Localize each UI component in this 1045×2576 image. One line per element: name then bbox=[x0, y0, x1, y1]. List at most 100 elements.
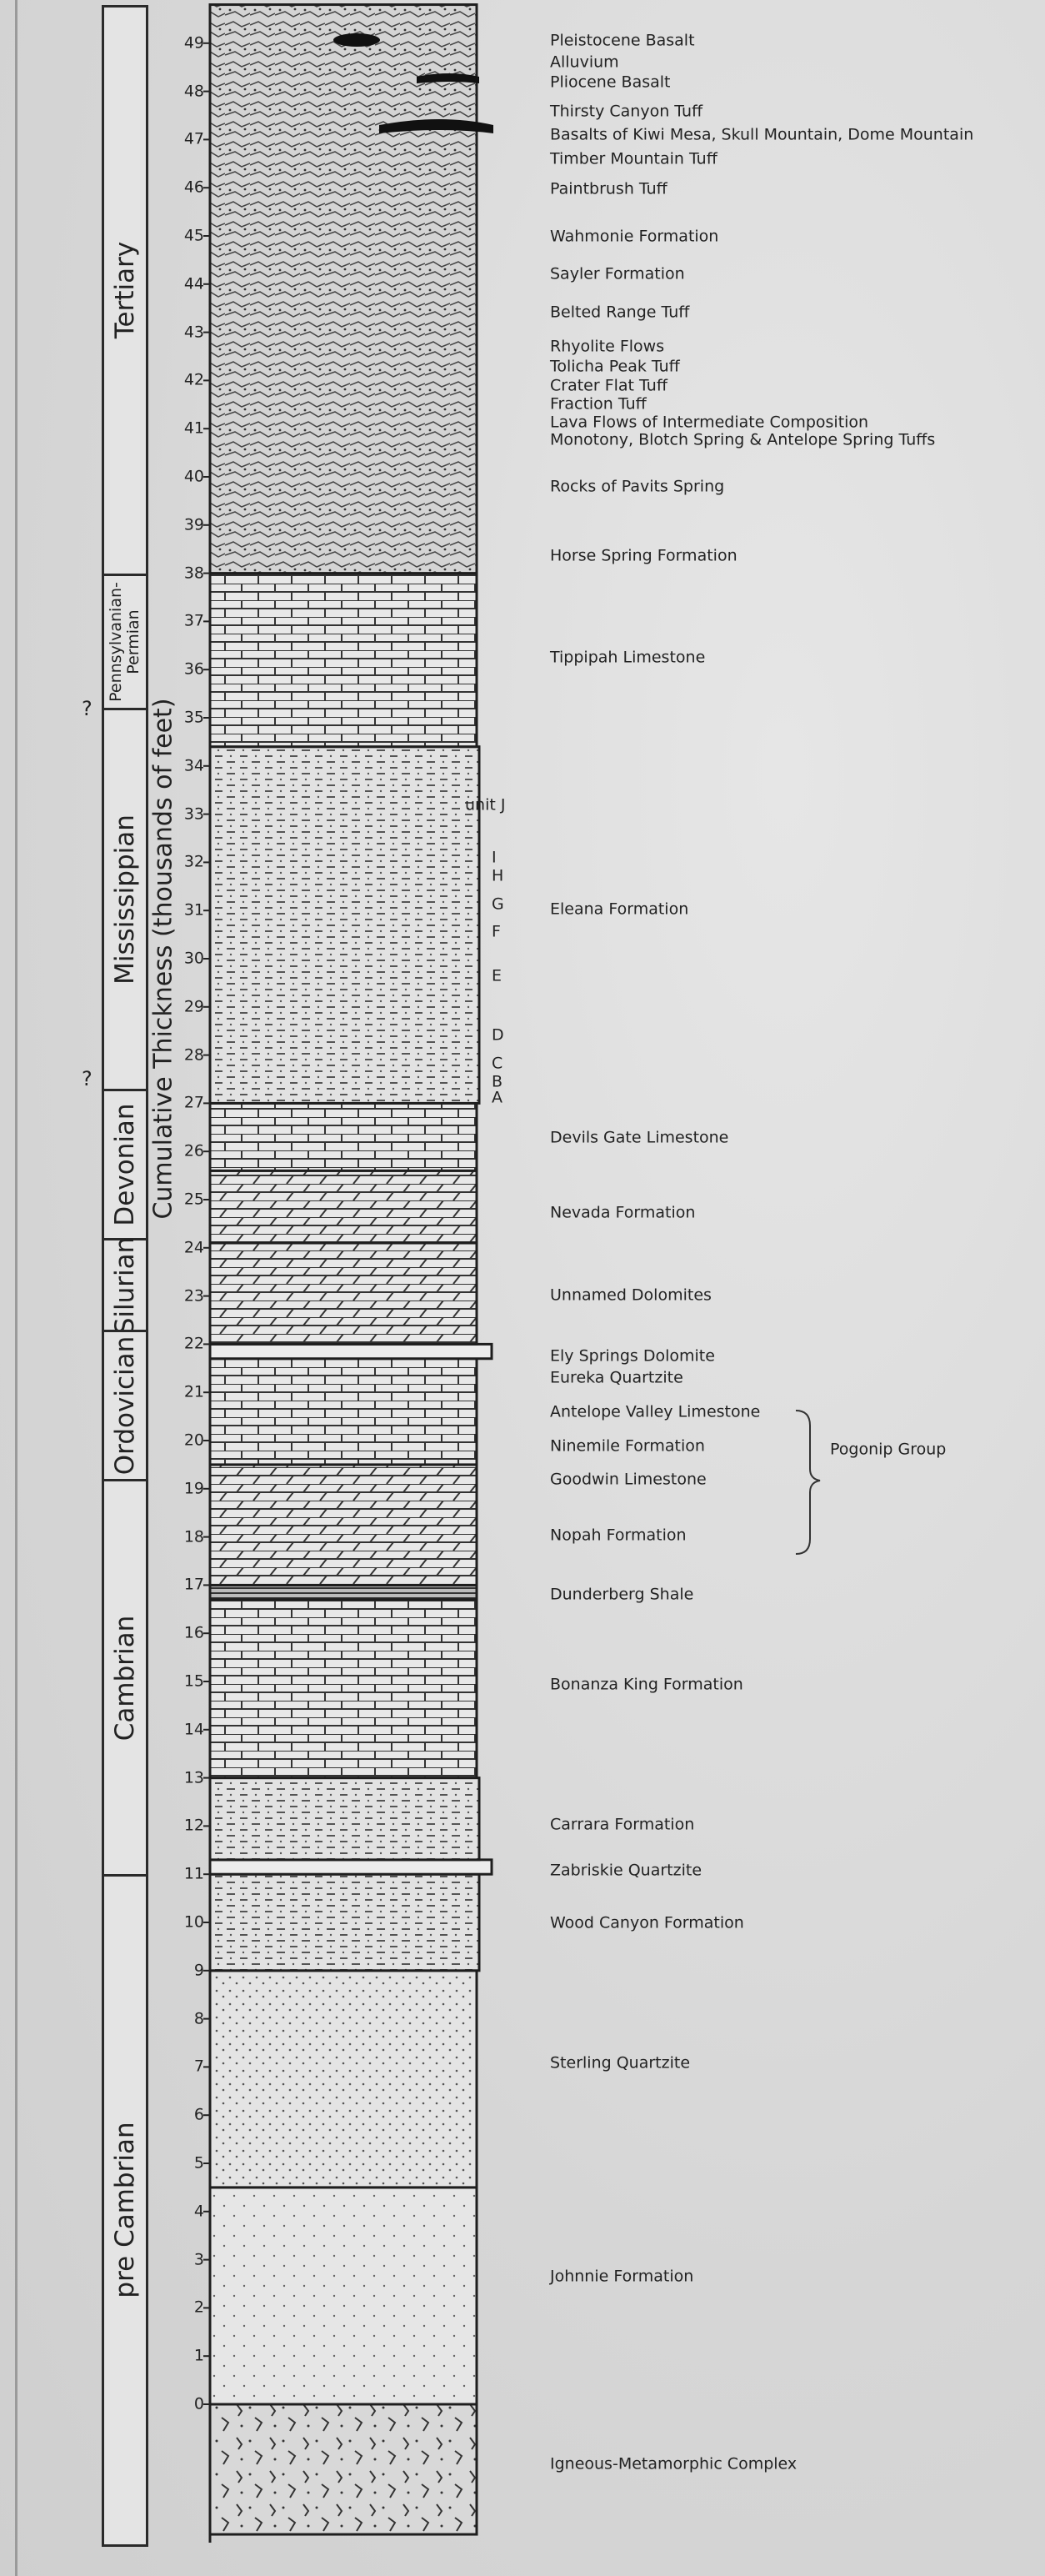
tick-label: 19 bbox=[183, 1479, 204, 1498]
period-mississippian: Mississippian bbox=[102, 708, 148, 1092]
tick-label: 40 bbox=[183, 467, 204, 486]
tick-label: 42 bbox=[183, 370, 204, 389]
tick-label: 18 bbox=[183, 1527, 204, 1546]
tick-label: 20 bbox=[183, 1431, 204, 1450]
eleana-unit-label: unit J bbox=[465, 795, 506, 814]
tick-label: 36 bbox=[183, 659, 204, 679]
tick-label: 3 bbox=[193, 2250, 204, 2269]
formation-label-sterling-quartzite: Sterling Quartzite bbox=[550, 2053, 691, 2072]
period-pre-cambrian: pre Cambrian bbox=[102, 1874, 148, 2547]
eleana-unit-label: F bbox=[492, 922, 501, 941]
tick-label: 17 bbox=[183, 1575, 204, 1594]
tick-label: 25 bbox=[183, 1190, 204, 1209]
formation-label-nopah-formation: Nopah Formation bbox=[550, 1526, 687, 1545]
stratum-unnamed-dolomites bbox=[208, 1241, 478, 1346]
tick-label: 43 bbox=[183, 323, 204, 342]
formation-label-igneous-metamorphic-complex: Igneous-Metamorphic Complex bbox=[550, 2454, 798, 2473]
formation-label-devils-gate-limestone: Devils Gate Limestone bbox=[550, 1128, 729, 1147]
tick-label: 31 bbox=[183, 900, 204, 920]
tick-label: 48 bbox=[183, 82, 204, 101]
tick-label: 7 bbox=[193, 2057, 204, 2076]
tick-label: 23 bbox=[183, 1286, 204, 1306]
eleana-unit-label: C bbox=[492, 1054, 503, 1073]
stratum-dunderberg-shale bbox=[208, 1583, 478, 1601]
tick-label: 29 bbox=[183, 997, 204, 1016]
tick-label: 6 bbox=[193, 2105, 204, 2124]
stratum-eleana-formation bbox=[208, 745, 481, 1105]
stratum-wood-canyon-formation bbox=[208, 1872, 481, 1972]
tick-label: 8 bbox=[193, 2009, 204, 2028]
formation-label-carrara-formation: Carrara Formation bbox=[550, 1815, 695, 1834]
stratum-johnnie-formation bbox=[208, 2186, 478, 2406]
eleana-unit-label: I bbox=[492, 848, 497, 867]
formation-label-pliocene-basalt: Pliocene Basalt bbox=[550, 73, 671, 92]
stratum-tertiary-volcanics bbox=[208, 3, 478, 575]
tick-label: 26 bbox=[183, 1141, 204, 1160]
tick-label: 33 bbox=[183, 804, 204, 824]
stratum-bonanza-king-formation bbox=[208, 1598, 478, 1780]
pleistocene-basalt-flow bbox=[333, 33, 380, 47]
formation-label-zabriskie-quartzite: Zabriskie Quartzite bbox=[550, 1861, 702, 1880]
tick-label: 47 bbox=[183, 129, 204, 148]
formation-label-nevada-formation: Nevada Formation bbox=[550, 1203, 696, 1222]
tick-label: 21 bbox=[183, 1382, 204, 1401]
tick-label: 12 bbox=[183, 1816, 204, 1835]
tick-label: 41 bbox=[183, 418, 204, 438]
formation-label-wood-canyon-formation: Wood Canyon Formation bbox=[550, 1913, 744, 1932]
tick-label: 4 bbox=[193, 2202, 204, 2221]
formation-label-eleana-formation: Eleana Formation bbox=[550, 900, 689, 919]
tick-label: 49 bbox=[183, 33, 204, 53]
eleana-unit-label: H bbox=[492, 866, 504, 885]
tick-label: 37 bbox=[183, 611, 204, 630]
period-pennsylvanian-permian: Pennsylvanian- Permian bbox=[102, 573, 148, 711]
tick-label: 39 bbox=[183, 515, 204, 534]
stratum-nevada-formation bbox=[208, 1169, 478, 1245]
tick-label: 14 bbox=[183, 1720, 204, 1739]
formation-label-belted-range-tuff: Belted Range Tuff bbox=[550, 303, 690, 322]
formation-label-basalts-of-kiwi-mesa-skull-mountain-dome-mountain: Basalts of Kiwi Mesa, Skull Mountain, Do… bbox=[550, 125, 974, 144]
stratum-sterling-quartzite bbox=[208, 1969, 478, 2189]
formation-label-antelope-valley-limestone: Antelope Valley Limestone bbox=[550, 1402, 761, 1421]
tick-label: 2 bbox=[193, 2298, 204, 2317]
period-cambrian: Cambrian bbox=[102, 1479, 148, 1877]
group-label-pogonip: Pogonip Group bbox=[830, 1440, 947, 1459]
formation-label-rocks-of-pavits-spring: Rocks of Pavits Spring bbox=[550, 477, 725, 496]
formation-label-rhyolite-flows: Rhyolite Flows bbox=[550, 337, 665, 356]
stratum-igneous-metamorphic-complex bbox=[208, 2403, 478, 2536]
board-edge bbox=[15, 0, 18, 2576]
pliocene-basalt-flow bbox=[417, 73, 479, 83]
formation-label-monotony-blotch-spring-antelope-spring-tuffs: Monotony, Blotch Spring & Antelope Sprin… bbox=[550, 430, 936, 449]
formation-label-eureka-quartzite: Eureka Quartzite bbox=[550, 1368, 683, 1387]
formation-label-crater-flat-tuff: Crater Flat Tuff bbox=[550, 376, 668, 395]
eleana-unit-label: B bbox=[492, 1072, 503, 1091]
tick-label: 16 bbox=[183, 1623, 204, 1642]
stratum-nopah-formation bbox=[208, 1463, 478, 1586]
formation-label-fraction-tuff: Fraction Tuff bbox=[550, 394, 647, 413]
formation-label-johnnie-formation: Johnnie Formation bbox=[550, 2267, 694, 2286]
tick-label: 1 bbox=[193, 2346, 204, 2365]
tick-label: 45 bbox=[183, 226, 204, 245]
uncertain-mark: ? bbox=[82, 1067, 92, 1090]
stratum-devils-gate-limestone bbox=[208, 1101, 478, 1172]
formation-label-timber-mountain-tuff: Timber Mountain Tuff bbox=[550, 149, 718, 168]
stratum-zabriskie-quartzite bbox=[208, 1858, 493, 1876]
tick-label: 24 bbox=[183, 1238, 204, 1257]
tick-label: 44 bbox=[183, 274, 204, 293]
formation-label-ninemile-formation: Ninemile Formation bbox=[550, 1436, 705, 1456]
formation-label-dunderberg-shale: Dunderberg Shale bbox=[550, 1585, 694, 1604]
formation-label-wahmonie-formation: Wahmonie Formation bbox=[550, 227, 719, 246]
eleana-unit-label: D bbox=[492, 1025, 504, 1045]
stratum-tippipah-limestone bbox=[208, 572, 478, 749]
stratum-carrara-formation bbox=[208, 1777, 481, 1862]
eleana-unit-label: G bbox=[492, 895, 504, 914]
tick-label: 35 bbox=[183, 708, 204, 727]
formation-label-alluvium: Alluvium bbox=[550, 53, 619, 72]
tick-label: 13 bbox=[183, 1768, 204, 1787]
tick-label: 38 bbox=[183, 564, 204, 583]
eleana-unit-label: A bbox=[492, 1088, 502, 1107]
formation-label-bonanza-king-formation: Bonanza King Formation bbox=[550, 1675, 743, 1694]
tick-label: 46 bbox=[183, 178, 204, 197]
stratum-pogonip-group bbox=[208, 1357, 478, 1466]
